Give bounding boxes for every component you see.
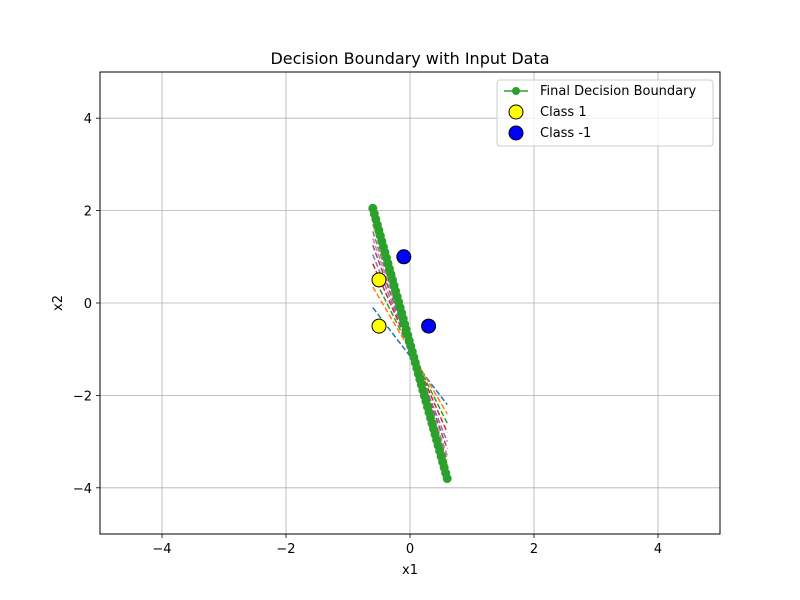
x-tick-label: −4 — [152, 542, 171, 557]
y-tick-label: 0 — [84, 297, 92, 312]
plot-area — [368, 203, 452, 484]
x-tick-label: −2 — [276, 542, 295, 557]
legend-marker-final-boundary — [512, 87, 520, 95]
x-tick-label: 0 — [406, 542, 414, 557]
legend-marker-class-neg1 — [508, 125, 524, 141]
class-1-point — [371, 318, 387, 334]
class-1-point — [371, 272, 387, 288]
y-tick-label: −4 — [73, 482, 92, 497]
y-tick-label: 2 — [84, 205, 92, 220]
x-tick-label: 4 — [654, 542, 662, 557]
x-axis-label: x1 — [402, 563, 418, 578]
class-neg1-point — [421, 318, 437, 334]
legend-label-class-1: Class 1 — [540, 105, 587, 120]
y-axis-label: x2 — [51, 295, 66, 311]
class-neg1-point — [396, 249, 412, 265]
y-ticks: −4 −2 0 2 4 — [73, 112, 100, 497]
chart-title: Decision Boundary with Input Data — [270, 49, 549, 68]
x-ticks: −4 −2 0 2 4 — [152, 534, 662, 557]
final-boundary-point — [442, 474, 452, 484]
legend-box — [496, 79, 714, 147]
legend-marker-class-1 — [508, 104, 524, 120]
legend-label-class-neg1: Class -1 — [540, 126, 591, 141]
legend: Final Decision Boundary Class 1 Class -1 — [496, 79, 714, 147]
y-tick-label: −2 — [73, 389, 92, 404]
y-tick-label: 4 — [84, 112, 92, 127]
x-tick-label: 2 — [530, 542, 538, 557]
legend-label-final-boundary: Final Decision Boundary — [540, 84, 696, 99]
boundary-lines — [368, 203, 452, 484]
data-points — [371, 249, 437, 334]
